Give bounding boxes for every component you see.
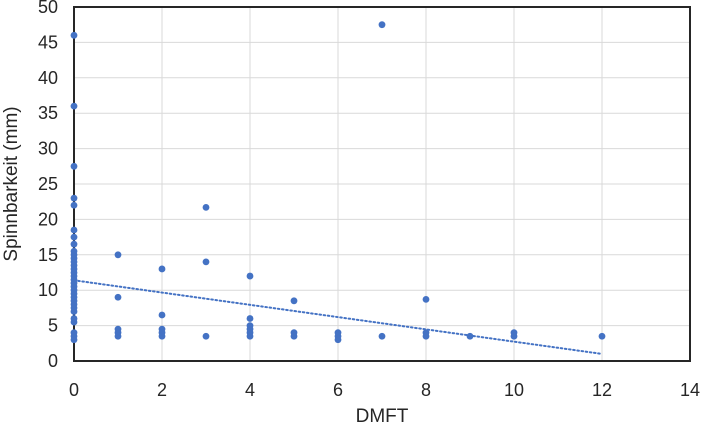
trendline <box>73 279 603 355</box>
x-tick-label: 6 <box>333 380 343 400</box>
data-point <box>70 31 78 39</box>
data-point <box>158 311 166 319</box>
x-axis-title: DMFT <box>356 406 409 427</box>
data-points-layer <box>70 21 606 344</box>
data-point <box>466 332 474 340</box>
x-tick-label: 12 <box>592 380 612 400</box>
x-tick-label: 10 <box>504 380 524 400</box>
data-point <box>510 332 518 340</box>
x-tick-labels: 0 2 4 6 8 10 12 14 <box>69 380 700 400</box>
data-point <box>70 308 78 315</box>
data-point <box>114 332 122 340</box>
data-point <box>202 332 210 340</box>
gridlines-layer <box>74 7 690 361</box>
x-tick-label: 2 <box>157 380 167 400</box>
y-tick-label: 20 <box>38 209 58 229</box>
data-point <box>70 102 78 110</box>
y-tick-label: 35 <box>38 103 58 123</box>
data-point <box>246 315 254 322</box>
data-point <box>378 332 386 340</box>
y-tick-label: 50 <box>38 0 58 17</box>
trendline-layer <box>73 279 603 355</box>
data-point <box>422 332 430 340</box>
x-tick-label: 8 <box>421 380 431 400</box>
data-point <box>290 332 298 340</box>
data-point <box>70 233 78 241</box>
y-tick-labels: 0 5 10 15 20 25 30 35 40 45 50 <box>38 0 58 371</box>
data-point <box>246 332 254 340</box>
y-tick-label: 45 <box>38 32 58 52</box>
y-axis-title: Spinnbarkeit (mm) <box>1 106 22 261</box>
data-point <box>114 293 122 301</box>
data-point <box>70 336 78 344</box>
data-point <box>70 226 78 234</box>
y-tick-label: 40 <box>38 68 58 88</box>
x-tick-label: 0 <box>69 380 79 400</box>
y-tick-label: 5 <box>48 316 58 336</box>
data-point <box>378 21 386 29</box>
data-point <box>422 296 430 303</box>
x-tick-label: 4 <box>245 380 255 400</box>
y-tick-label: 0 <box>48 351 58 371</box>
data-point <box>70 162 78 170</box>
x-tick-label: 14 <box>680 380 700 400</box>
y-tick-label: 25 <box>38 174 58 194</box>
data-point <box>158 265 166 273</box>
data-point <box>70 240 78 248</box>
data-point <box>246 272 254 280</box>
y-tick-label: 30 <box>38 139 58 159</box>
plot-border <box>73 6 691 362</box>
data-point <box>290 297 298 305</box>
data-point <box>334 336 342 344</box>
data-point <box>70 318 78 326</box>
data-point <box>202 258 210 266</box>
y-tick-label: 15 <box>38 245 58 265</box>
data-point <box>598 332 606 340</box>
data-point <box>70 201 78 209</box>
y-tick-label: 10 <box>38 280 58 300</box>
data-point <box>114 251 122 259</box>
data-point <box>158 332 166 340</box>
data-point <box>70 194 78 202</box>
data-point <box>202 203 210 211</box>
